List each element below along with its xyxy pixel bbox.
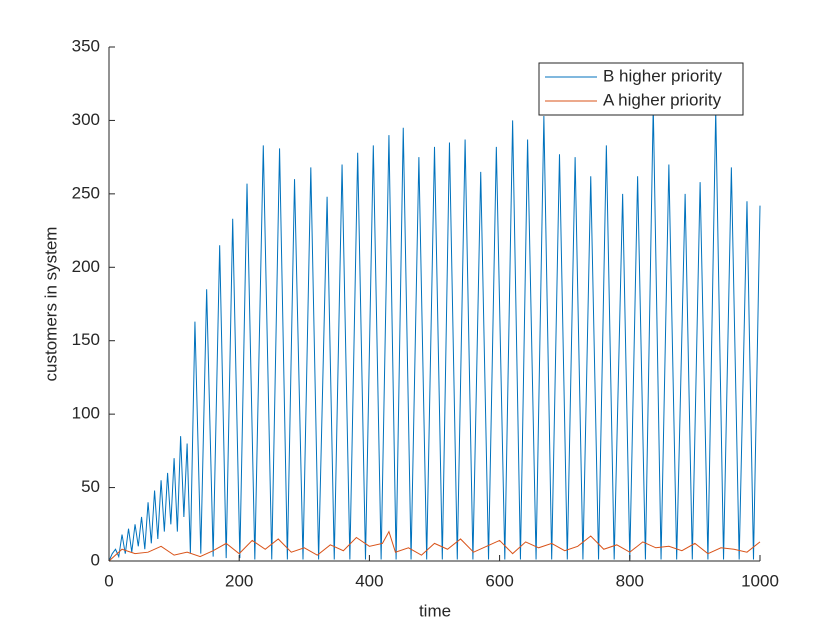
y-tick-label: 200 (72, 257, 100, 276)
x-axis-label: time (419, 601, 451, 620)
x-tick-label: 1000 (741, 571, 779, 590)
data-line (108, 105, 761, 562)
y-tick-label: 100 (72, 404, 100, 423)
y-tick-label: 50 (81, 477, 100, 496)
x-tick-label: 200 (225, 571, 253, 590)
data-line (108, 530, 761, 562)
legend: B higher priority A higher priority (538, 62, 744, 116)
y-tick-label: 150 (72, 330, 100, 349)
y-axis-label: customers in system (41, 227, 60, 382)
x-tick-label: 600 (485, 571, 513, 590)
y-tick-label: 0 (91, 550, 100, 569)
y-tick-label: 350 (72, 36, 100, 55)
x-tick-label: 0 (104, 571, 113, 590)
legend-label: A higher priority (603, 90, 722, 109)
y-tick-label: 300 (72, 110, 100, 129)
legend-label: B higher priority (603, 66, 723, 85)
x-tick-label: 800 (616, 571, 644, 590)
x-tick-label: 400 (355, 571, 383, 590)
legend-box (538, 62, 744, 116)
y-tick-label: 250 (72, 183, 100, 202)
